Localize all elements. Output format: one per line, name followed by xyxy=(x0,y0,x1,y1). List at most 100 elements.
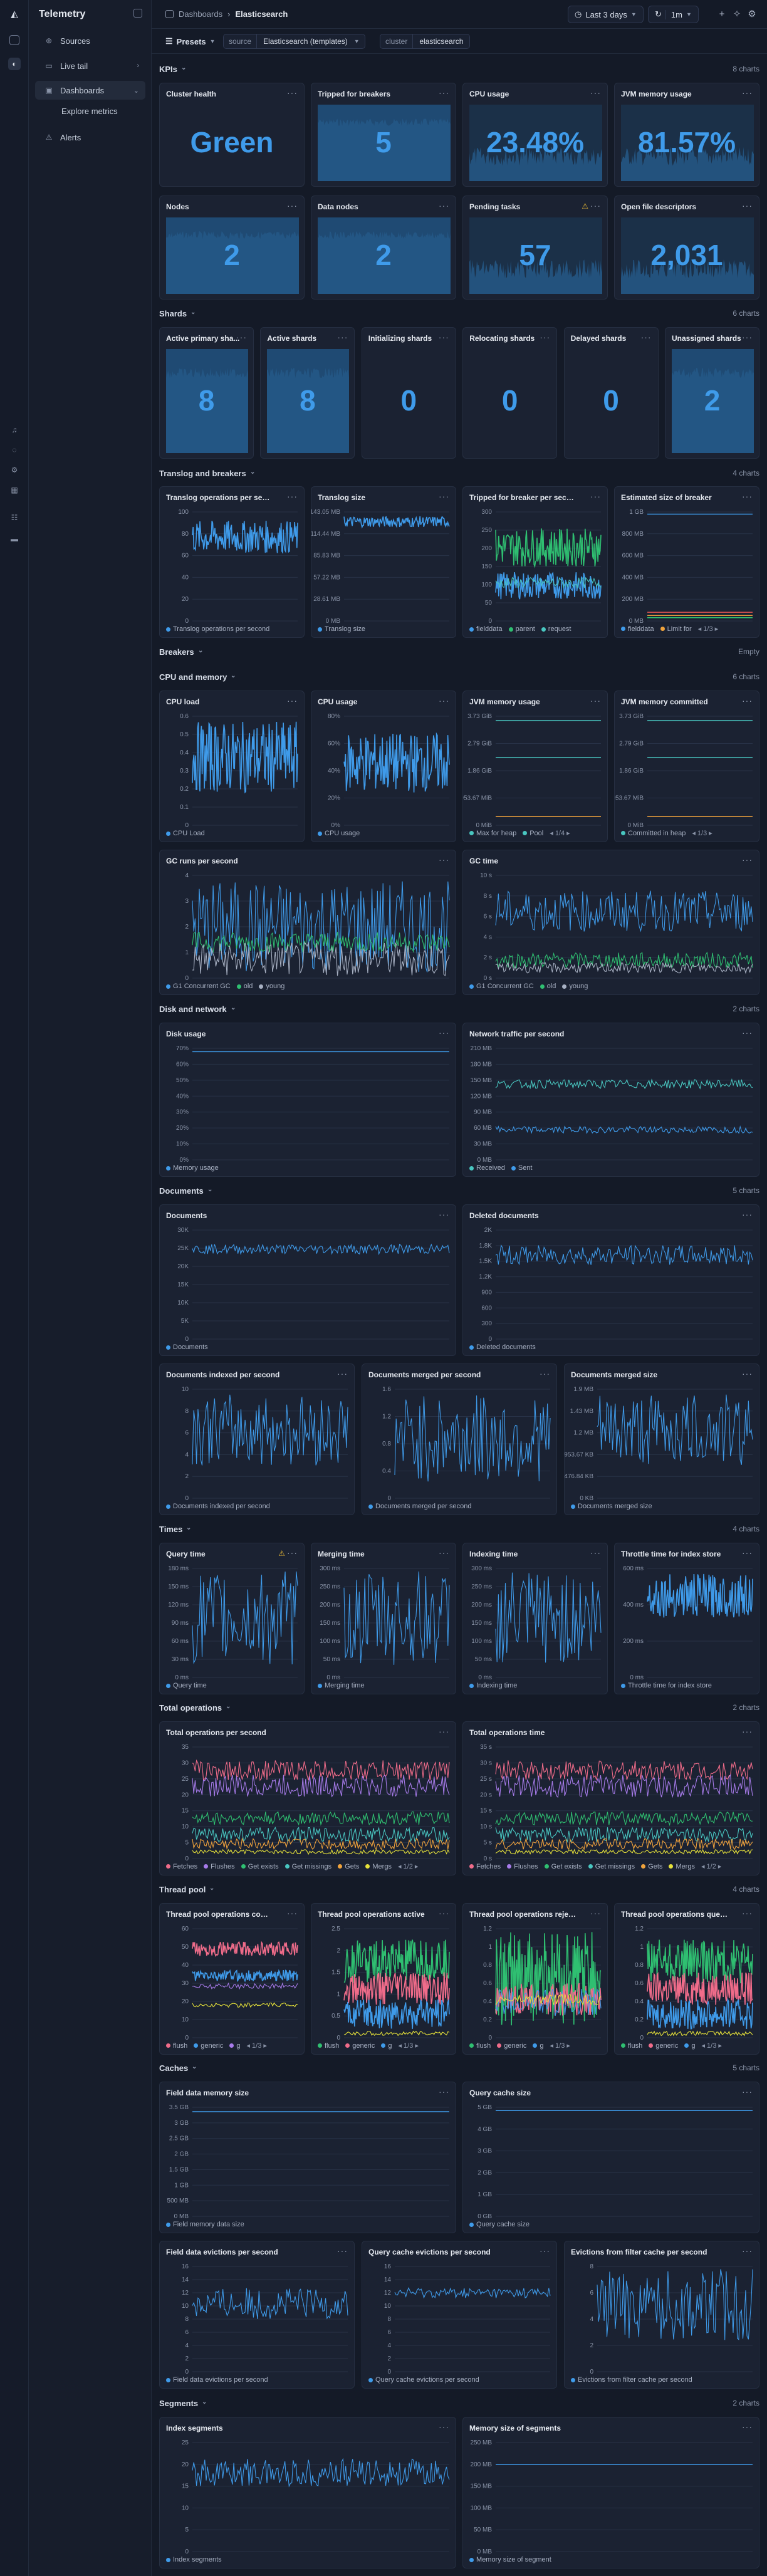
panel-menu-icon[interactable]: ··· xyxy=(337,1369,348,1379)
chat-icon[interactable]: ◌ xyxy=(12,446,17,454)
legend-pager[interactable]: ◂ 1/2 ▸ xyxy=(701,1863,722,1870)
collapse-sidebar-icon[interactable] xyxy=(133,9,142,18)
legend-item[interactable]: flush xyxy=(469,2042,491,2050)
panel-menu-icon[interactable]: ··· xyxy=(742,332,753,342)
legend-item[interactable]: CPU usage xyxy=(318,830,360,837)
legend-item[interactable]: generic xyxy=(345,2042,375,2050)
legend-item[interactable]: fielddata xyxy=(621,625,654,633)
legend-item[interactable]: Flushes xyxy=(507,1862,538,1870)
legend-item[interactable]: young xyxy=(259,983,284,990)
legend-item[interactable]: Received xyxy=(469,1164,505,1172)
section-header-cpu-and-memory[interactable]: CPU and memory 6 charts ⌄ xyxy=(159,670,759,683)
panel-menu-icon[interactable]: ··· xyxy=(287,1908,298,1918)
legend-item[interactable]: Throttle time for index store xyxy=(621,1682,712,1689)
panel-menu-icon[interactable]: ··· xyxy=(540,1369,550,1379)
legend-pager[interactable]: ◂ 1/3 ▸ xyxy=(692,830,712,837)
legend-pager[interactable]: ◂ 1/3 ▸ xyxy=(398,2042,419,2050)
legend-item[interactable]: old xyxy=(540,983,556,990)
apps-icon[interactable]: ▦ xyxy=(11,486,18,494)
panel-menu-icon[interactable]: ··· xyxy=(742,2422,753,2432)
legend-item[interactable]: CPU Load xyxy=(166,830,205,837)
legend-item[interactable]: flush xyxy=(318,2042,339,2050)
cluster-filter[interactable]: cluster elasticsearch xyxy=(380,34,471,49)
avatar[interactable]: ▬ xyxy=(11,534,18,543)
panel-menu-icon[interactable]: ··· xyxy=(439,201,449,211)
grid-icon[interactable] xyxy=(9,35,19,45)
legend-item[interactable]: Field memory data size xyxy=(166,2221,244,2228)
section-header-documents[interactable]: Documents 5 charts ⌄ xyxy=(159,1184,759,1197)
legend-item[interactable]: Query cache size xyxy=(469,2221,530,2228)
legend-item[interactable]: Indexing time xyxy=(469,1682,517,1689)
legend-item[interactable]: Mergs xyxy=(669,1862,695,1870)
interval-select[interactable]: ↻ 1m ▼ xyxy=(648,6,699,23)
legend-item[interactable]: generic xyxy=(649,2042,678,2050)
legend-item[interactable]: Get exists xyxy=(241,1862,279,1870)
legend-pager[interactable]: ◂ 1/3 ▸ xyxy=(550,2042,570,2050)
panel-menu-icon[interactable]: ··· xyxy=(590,88,601,98)
panel-menu-icon[interactable]: ··· xyxy=(287,1548,298,1558)
nav-item-live-tail[interactable]: ▭ Live tail › xyxy=(35,56,145,75)
warning-icon[interactable]: ⚠ xyxy=(582,202,588,211)
panel-menu-icon[interactable]: ··· xyxy=(439,1209,449,1219)
section-header-disk-and-network[interactable]: Disk and network 2 charts ⌄ xyxy=(159,1003,759,1015)
legend-item[interactable]: Get missings xyxy=(588,1862,635,1870)
panel-menu-icon[interactable]: ··· xyxy=(439,491,449,501)
legend-item[interactable]: Documents merged size xyxy=(571,1503,652,1510)
legend-item[interactable]: Memory usage xyxy=(166,1164,219,1172)
panel-menu-icon[interactable]: ··· xyxy=(287,88,298,98)
panel-menu-icon[interactable]: ··· xyxy=(742,1726,753,1736)
panel-menu-icon[interactable]: ··· xyxy=(439,696,449,706)
legend-item[interactable]: Query time xyxy=(166,1682,207,1689)
legend-pager[interactable]: ◂ 1/3 ▸ xyxy=(246,2042,267,2050)
panel-menu-icon[interactable]: ··· xyxy=(742,201,753,211)
legend-item[interactable]: Translog size xyxy=(318,625,365,633)
section-header-segments[interactable]: Segments 2 charts ⌄ xyxy=(159,2397,759,2409)
section-header-translog-and-breakers[interactable]: Translog and breakers 4 charts ⌄ xyxy=(159,467,759,479)
logo-icon[interactable]: ◭ xyxy=(11,9,18,19)
legend-item[interactable]: Get missings xyxy=(284,1862,331,1870)
panel-menu-icon[interactable]: ··· xyxy=(742,1028,753,1038)
section-header-shards[interactable]: Shards 6 charts ⌄ xyxy=(159,307,759,320)
panel-menu-icon[interactable]: ··· xyxy=(590,201,601,211)
legend-item[interactable]: G1 Concurrent GC xyxy=(166,983,231,990)
add-icon[interactable]: + xyxy=(719,9,725,19)
nav-item-dashboards[interactable]: ▣ Dashboards ⌄ xyxy=(35,81,145,100)
legend-item[interactable]: Get exists xyxy=(544,1862,582,1870)
panel-menu-icon[interactable]: ··· xyxy=(287,491,298,501)
legend-item[interactable]: g xyxy=(533,2042,543,2050)
panel-menu-icon[interactable]: ··· xyxy=(742,1908,753,1918)
legend-item[interactable]: Field data evictions per second xyxy=(166,2376,268,2384)
legend-item[interactable]: old xyxy=(236,983,253,990)
legend-item[interactable]: Gets xyxy=(641,1862,662,1870)
bell-icon[interactable]: ♫ xyxy=(11,425,18,434)
legend-item[interactable]: Committed in heap xyxy=(621,829,686,837)
panel-menu-icon[interactable]: ··· xyxy=(640,332,652,342)
settings-icon[interactable]: ⚙ xyxy=(748,9,756,19)
section-header-kpis[interactable]: KPIs 8 charts ⌄ xyxy=(159,63,759,75)
warning-icon[interactable]: ⚠ xyxy=(278,1549,285,1558)
panel-menu-icon[interactable]: ··· xyxy=(742,855,753,865)
panel-menu-icon[interactable]: ··· xyxy=(287,696,298,706)
panel-menu-icon[interactable]: ··· xyxy=(439,1726,449,1736)
panel-menu-icon[interactable]: ··· xyxy=(540,2246,550,2256)
section-header-times[interactable]: Times 4 charts ⌄ xyxy=(159,1523,759,1535)
panel-menu-icon[interactable]: ··· xyxy=(439,2087,449,2097)
legend-item[interactable]: young xyxy=(562,983,588,990)
panel-menu-icon[interactable]: ··· xyxy=(590,696,601,706)
nav-item-alerts[interactable]: ⚠ Alerts xyxy=(35,128,145,147)
settings-icon[interactable]: ⚙ xyxy=(11,466,18,474)
panel-menu-icon[interactable]: ··· xyxy=(742,1369,753,1379)
legend-pager[interactable]: ◂ 1/4 ▸ xyxy=(550,830,570,837)
source-filter[interactable]: source Elasticsearch (templates) ▼ xyxy=(223,34,365,49)
legend-item[interactable]: G1 Concurrent GC xyxy=(469,983,534,990)
legend-item[interactable]: Merging time xyxy=(318,1682,365,1689)
panel-menu-icon[interactable]: ··· xyxy=(540,332,551,342)
legend-item[interactable]: Gets xyxy=(338,1862,359,1870)
panel-menu-icon[interactable]: ··· xyxy=(590,491,601,501)
legend-item[interactable]: Mergs xyxy=(365,1862,392,1870)
legend-item[interactable]: Fetches xyxy=(166,1862,197,1870)
breadcrumb-dashboards[interactable]: Dashboards xyxy=(179,9,223,19)
panel-menu-icon[interactable]: ··· xyxy=(439,1908,449,1918)
legend-item[interactable]: generic xyxy=(194,2042,223,2050)
panel-menu-icon[interactable]: ··· xyxy=(439,1548,449,1558)
